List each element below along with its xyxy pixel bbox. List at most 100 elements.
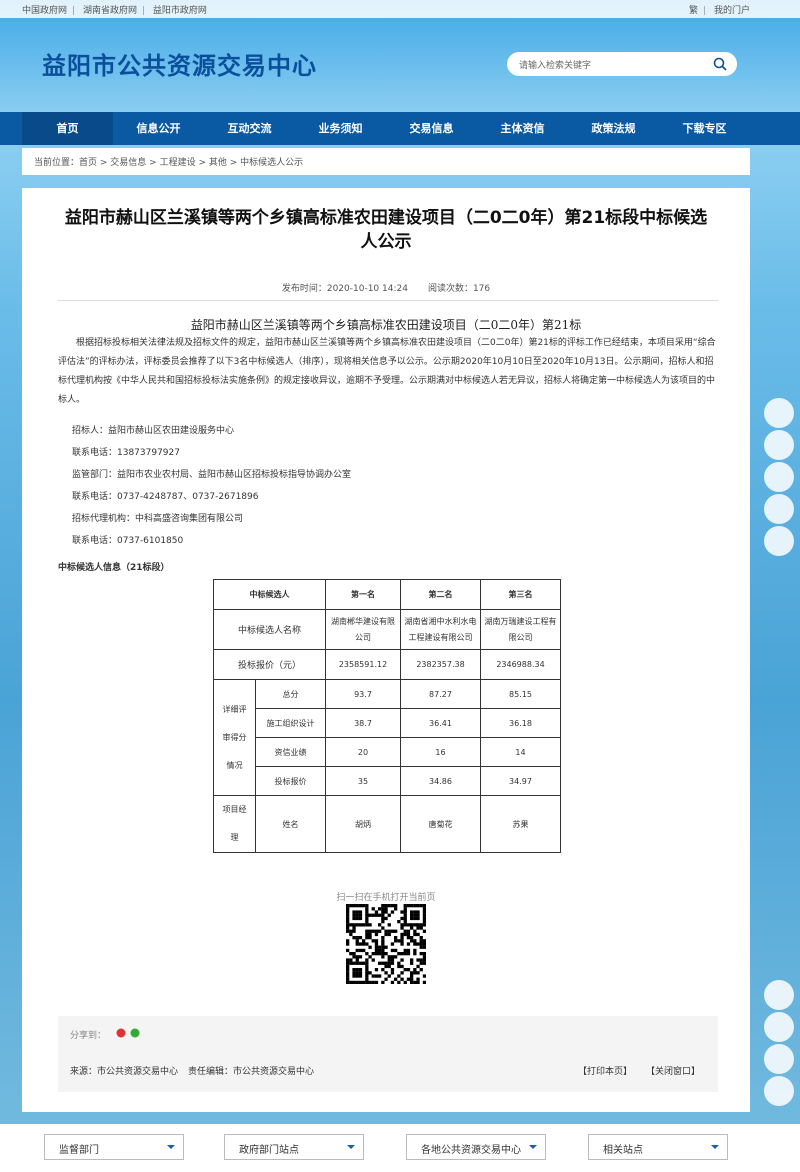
float-button[interactable] bbox=[764, 980, 794, 1010]
top-link[interactable]: 中国政府网 bbox=[22, 6, 68, 16]
qr-module bbox=[387, 904, 391, 908]
qr-module bbox=[400, 936, 404, 940]
qr-module bbox=[352, 926, 356, 930]
qr-module bbox=[368, 980, 372, 984]
float-button[interactable] bbox=[764, 1012, 794, 1042]
qr-module bbox=[346, 948, 350, 953]
search-box[interactable]: 请输入检索关键字 bbox=[507, 52, 737, 76]
table-cell: 34.86 bbox=[400, 766, 481, 796]
table-row: 投标报价 35 34.86 34.97 bbox=[214, 766, 561, 796]
qr-module bbox=[365, 907, 369, 911]
portal-link[interactable]: 我的门户 bbox=[713, 6, 750, 16]
top-link[interactable]: 益阳市政府网 bbox=[152, 6, 207, 16]
search-icon[interactable] bbox=[713, 57, 727, 71]
qr-module bbox=[368, 923, 372, 927]
qr-module bbox=[422, 980, 426, 984]
qr-module bbox=[352, 913, 356, 917]
float-button[interactable] bbox=[764, 1076, 794, 1106]
footer-bar: 监督部门 政府部门站点 各地公共资源交易中心 相关站点 bbox=[0, 1124, 800, 1172]
qr-module bbox=[406, 923, 411, 927]
qr-module bbox=[394, 977, 398, 981]
qr-module bbox=[410, 977, 414, 981]
qr-module bbox=[381, 961, 385, 965]
candidate-table: 中标候选人 第一名 第二名 第三名 中标候选人名称 湖南郴华建设有限公司 湖南省湘中水利水电… bbox=[213, 579, 561, 853]
qr-module bbox=[346, 974, 350, 978]
breadcrumb-item[interactable]: 其他 bbox=[208, 158, 227, 168]
qr-module bbox=[355, 923, 359, 927]
float-button[interactable] bbox=[764, 430, 794, 460]
close-link[interactable]: 【关闭窗口】 bbox=[646, 1067, 701, 1077]
qr-module bbox=[416, 904, 420, 908]
table-cell: 苏果 bbox=[480, 795, 561, 853]
qr-module bbox=[422, 955, 426, 959]
traditional-toggle[interactable]: 繁 bbox=[689, 6, 699, 16]
breadcrumb-separator: > bbox=[146, 158, 160, 168]
qr-module bbox=[410, 939, 414, 943]
table-cell: 湖南万瑞建设工程有限公司 bbox=[480, 609, 561, 650]
qr-module bbox=[371, 929, 375, 933]
qr-module bbox=[422, 961, 426, 965]
qr-module bbox=[371, 980, 375, 984]
float-button[interactable] bbox=[764, 494, 794, 524]
qr-module bbox=[390, 968, 395, 972]
float-button[interactable] bbox=[764, 398, 794, 428]
breadcrumb-item[interactable]: 交易信息 bbox=[110, 158, 147, 168]
qr-module bbox=[390, 942, 395, 946]
nav-item[interactable]: 政策法规 bbox=[591, 122, 636, 135]
float-button[interactable] bbox=[764, 1044, 794, 1074]
footer-select[interactable]: 监督部门 bbox=[44, 1134, 184, 1160]
table-cell: 20 bbox=[325, 737, 401, 767]
share-icons[interactable] bbox=[116, 1027, 142, 1039]
print-link[interactable]: 【打印本页】 bbox=[578, 1067, 633, 1077]
nav-item[interactable]: 下载专区 bbox=[682, 122, 727, 135]
float-button[interactable] bbox=[764, 526, 794, 556]
qr-module bbox=[349, 929, 353, 933]
footer-select[interactable]: 相关站点 bbox=[588, 1134, 728, 1160]
table-row: 项目经理 姓名 胡炳 唐菊花 苏果 bbox=[213, 795, 561, 853]
breadcrumb-item[interactable]: 中标候选人公示 bbox=[240, 158, 304, 168]
qr-module bbox=[371, 913, 375, 917]
nav-item[interactable]: 交易信息 bbox=[409, 122, 454, 135]
qr-module bbox=[362, 942, 366, 946]
breadcrumb-item[interactable]: 工程建设 bbox=[159, 158, 196, 168]
qr-module bbox=[413, 916, 417, 921]
qr-module bbox=[355, 980, 359, 984]
qr-module bbox=[381, 907, 385, 911]
nav-item[interactable]: 主体资信 bbox=[500, 122, 545, 135]
table-cell: 2346988.34 bbox=[480, 649, 561, 680]
qr-module bbox=[400, 977, 404, 981]
qr-module bbox=[358, 923, 363, 927]
table-row: 中标候选人名称 湖南郴华建设有限公司 湖南省湘中水利水电工程建设有限公司 湖南万瑞建设… bbox=[213, 609, 561, 650]
qr-module bbox=[381, 936, 385, 940]
qr-module bbox=[374, 945, 379, 949]
qr-module bbox=[381, 939, 385, 943]
qr-module bbox=[397, 964, 401, 969]
qr-module bbox=[403, 904, 407, 908]
qr-module bbox=[352, 961, 356, 965]
qr-module bbox=[413, 942, 417, 946]
qr-module bbox=[403, 923, 407, 927]
qr-module bbox=[400, 926, 404, 930]
qr-module bbox=[374, 948, 379, 953]
footer-select[interactable]: 政府部门站点 bbox=[224, 1134, 364, 1160]
qr-module bbox=[346, 916, 350, 921]
qr-module bbox=[422, 913, 426, 917]
qr-module bbox=[410, 958, 414, 962]
qr-module bbox=[362, 904, 366, 908]
float-button[interactable] bbox=[764, 462, 794, 492]
footer-select[interactable]: 各地公共资源交易中心 bbox=[406, 1134, 546, 1160]
nav-item[interactable]: 业务须知 bbox=[318, 122, 363, 135]
qr-module bbox=[406, 936, 411, 940]
breadcrumb-item[interactable]: 首页 bbox=[79, 158, 98, 168]
qr-module bbox=[394, 929, 398, 933]
qr-module bbox=[416, 964, 420, 969]
nav-item[interactable]: 首页 bbox=[22, 112, 113, 145]
contact-line: 招标代理机构：中科高盛咨询集团有限公司 bbox=[72, 514, 244, 524]
nav-item[interactable]: 信息公开 bbox=[136, 122, 181, 135]
qr-module bbox=[368, 971, 372, 975]
qr-module bbox=[352, 936, 356, 940]
top-link[interactable]: 湖南省政府网 bbox=[82, 6, 137, 16]
nav-item[interactable]: 互动交流 bbox=[227, 122, 272, 135]
qr-module bbox=[365, 942, 369, 946]
qr-module bbox=[384, 929, 388, 933]
